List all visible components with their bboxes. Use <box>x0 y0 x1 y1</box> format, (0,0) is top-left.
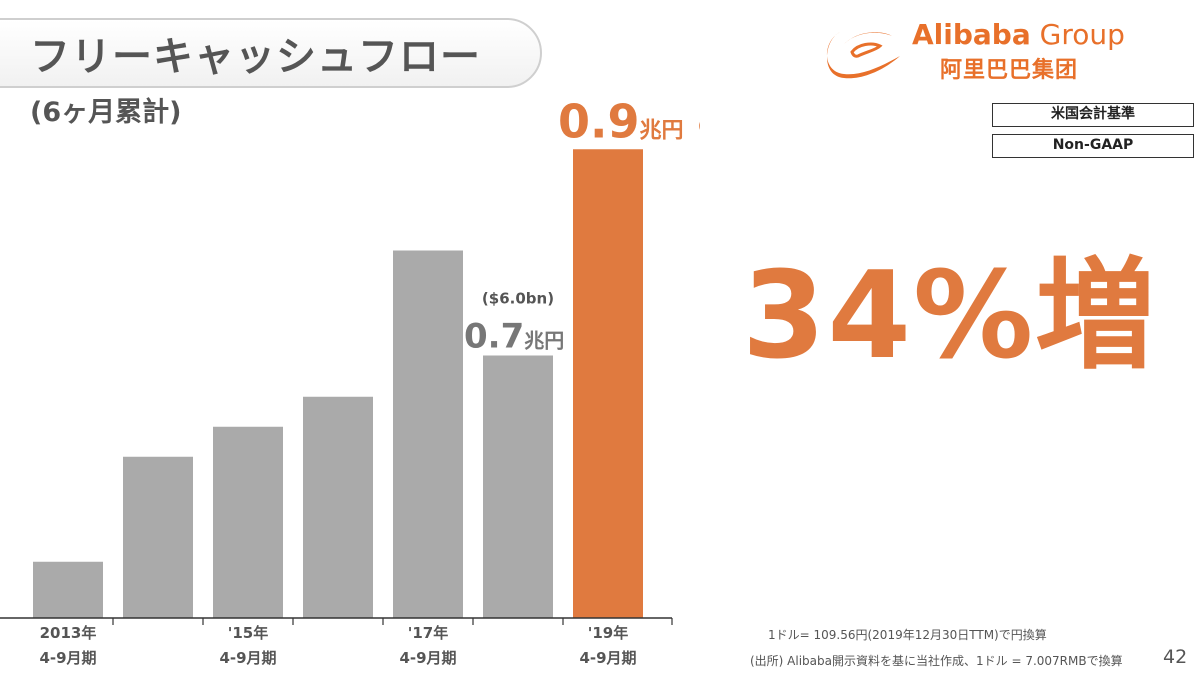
x-tick-label: 2013年 <box>40 624 97 642</box>
data-label-6: 0.9兆円 <box>558 94 684 148</box>
growth-highlight: 34%増 <box>742 247 1158 386</box>
x-tick-label: '17年 <box>408 624 448 642</box>
x-tick-label: '15年 <box>228 624 268 642</box>
bar-5 <box>483 355 553 618</box>
bar-2 <box>213 426 283 618</box>
x-tick-label-period: 4-9月期 <box>219 649 276 667</box>
page-subtitle: (6ヶ月累計) <box>30 97 182 128</box>
bar-0 <box>33 561 103 618</box>
alibaba-smile-icon <box>826 32 900 79</box>
bar-6 <box>573 149 643 618</box>
accounting-standard-badge: 米国会計基準 <box>992 103 1194 127</box>
bar-3 <box>303 396 373 618</box>
data-label-usd-6: ($8.1bn) <box>698 118 700 134</box>
fcf-bar-chart: 2013年 4-9月期 '15年 4-9月期 '17年 4-9月期 '19年 4-9月期 ($6… <box>0 94 700 667</box>
non-gaap-badge: Non-GAAP <box>992 134 1194 158</box>
data-label-usd-5: ($6.0bn) <box>482 290 554 308</box>
data-label-5: 0.7兆円 <box>464 317 564 357</box>
source-footnote: (出所) Alibaba開示資料を基に当社作成、1ドル = 7.007RMBで換… <box>750 654 1123 668</box>
logo-wordmark: Alibaba Group <box>912 18 1125 51</box>
bar-1 <box>123 456 193 618</box>
x-tick-label-period: 4-9月期 <box>399 649 456 667</box>
logo-chinese-wordmark: 阿里巴巴集团 <box>940 58 1079 83</box>
bar-4 <box>393 250 463 618</box>
alibaba-logo: Alibaba Group 阿里巴巴集团 <box>822 18 1188 84</box>
x-tick-label-period: 4-9月期 <box>39 649 96 667</box>
page-number: 42 <box>1163 646 1188 668</box>
x-tick-label: '19年 <box>588 624 628 642</box>
x-tick-label-period: 4-9月期 <box>579 649 636 667</box>
title-banner <box>0 18 542 88</box>
page-title: フリーキャッシュフロー <box>30 34 481 80</box>
fx-footnote: 1ドル= 109.56円(2019年12月30日TTM)で円換算 <box>768 628 1047 642</box>
